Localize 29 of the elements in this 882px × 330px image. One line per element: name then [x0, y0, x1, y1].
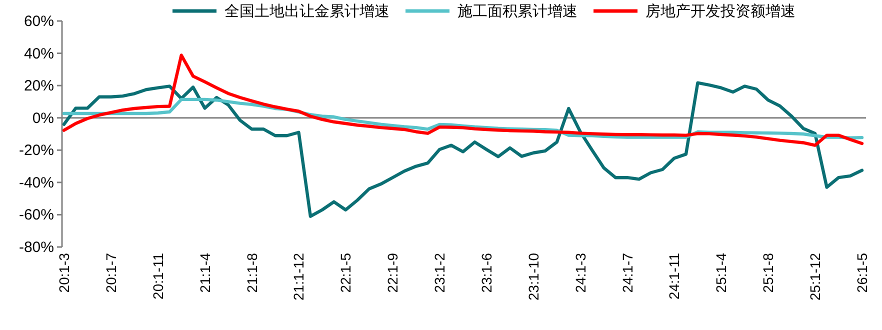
y-tick-label: 20%	[24, 78, 54, 95]
x-tick-label: 20:1-7	[102, 252, 119, 293]
x-tick-label: 22:1-5	[338, 252, 354, 293]
x-tick-label: 23:1-10	[525, 252, 542, 300]
legend-label: 房地产开发投资额增速	[646, 3, 796, 20]
x-tick-label: 20:1-11	[150, 252, 166, 300]
y-tick-label: -80%	[18, 239, 54, 256]
x-tick-label: 22:1-9	[384, 252, 401, 293]
x-tick-label: 20:1-3	[56, 252, 72, 293]
y-tick-label: -20%	[18, 142, 54, 160]
x-tick-label: 24:1-11	[666, 252, 682, 300]
y-tick-label: 40%	[24, 45, 54, 62]
y-tick-label: -40%	[18, 174, 54, 192]
x-tick-label: 23:1-2	[432, 252, 448, 293]
y-tick-label: 60%	[24, 13, 54, 30]
x-tick-label: 25:1-8	[760, 252, 776, 293]
legend-label: 全国土地出让金累计增速	[224, 3, 390, 20]
x-tick-label: 24:1-3	[572, 252, 588, 293]
x-tick-label: 24:1-7	[619, 252, 636, 293]
y-tick-label: 0%	[32, 110, 54, 127]
x-tick-label: 23:1-6	[478, 252, 494, 293]
x-tick-label: 25:1-4	[713, 252, 730, 293]
y-tick-label: -60%	[18, 206, 54, 224]
x-tick-label: 21:1-4	[196, 252, 213, 293]
legend-label: 施工面积累计增速	[458, 3, 578, 20]
x-tick-label: 21:1-8	[244, 252, 260, 293]
x-tick-label: 26:1-5	[854, 252, 870, 293]
x-tick-label: 21:1-12	[290, 252, 307, 300]
x-tick-label: 25:1-12	[807, 252, 824, 300]
